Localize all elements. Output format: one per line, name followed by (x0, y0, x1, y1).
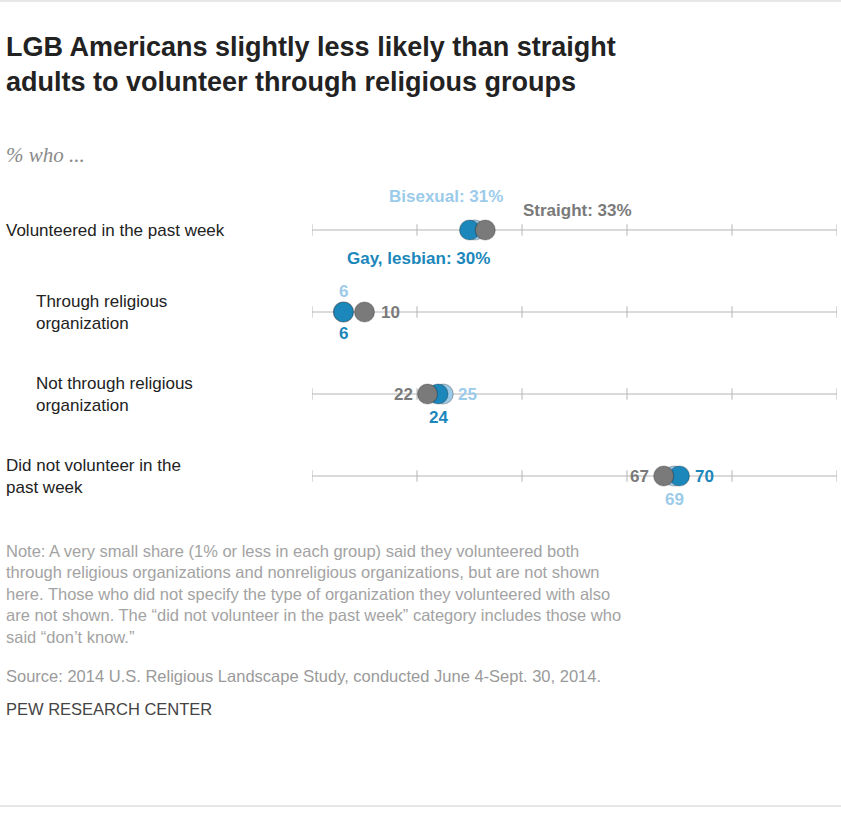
svg-text:24: 24 (429, 408, 448, 427)
svg-text:22: 22 (394, 385, 413, 404)
svg-text:Gay, lesbian: 30%: Gay, lesbian: 30% (347, 249, 490, 268)
svg-text:Bisexual: 31%: Bisexual: 31% (389, 187, 503, 206)
svg-text:Source: 2014 U.S. Religious La: Source: 2014 U.S. Religious Landscape St… (6, 667, 601, 685)
svg-text:% who ...: % who ... (6, 143, 85, 167)
svg-text:25: 25 (458, 385, 477, 404)
svg-text:PEW RESEARCH CENTER: PEW RESEARCH CENTER (6, 700, 212, 718)
svg-text:6: 6 (339, 324, 348, 343)
svg-text:Volunteered in the past week: Volunteered in the past week (6, 221, 225, 240)
svg-text:Note: A very small share (1% o: Note: A very small share (1% or less in … (6, 542, 621, 646)
svg-text:69: 69 (665, 490, 684, 509)
svg-text:6: 6 (339, 282, 348, 301)
svg-text:Straight: 33%: Straight: 33% (523, 201, 632, 220)
svg-text:Not through religiousorganizat: Not through religiousorganization (36, 374, 193, 415)
svg-text:Did not volunteer in thepast w: Did not volunteer in thepast week (6, 456, 181, 497)
svg-text:70: 70 (695, 467, 714, 486)
svg-text:Through religiousorganization: Through religiousorganization (36, 292, 167, 333)
svg-text:LGB Americans slightly less li: LGB Americans slightly less likely than … (6, 32, 616, 97)
svg-text:67: 67 (630, 467, 649, 486)
svg-text:10: 10 (381, 303, 400, 322)
